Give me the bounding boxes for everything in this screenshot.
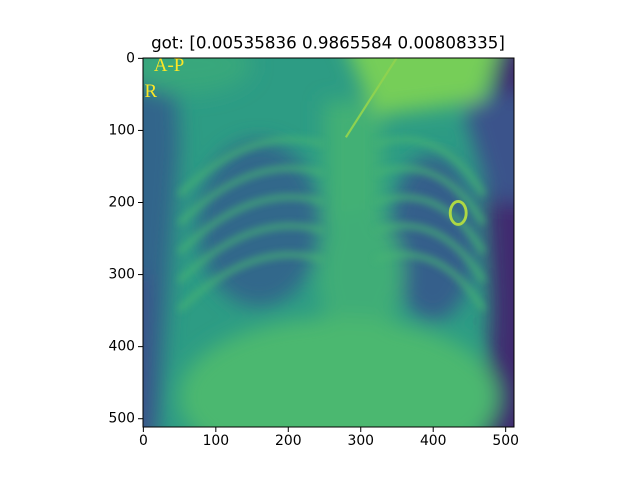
x-tick-label: 200 xyxy=(275,433,302,449)
x-tick-label: 100 xyxy=(203,433,230,449)
image-annotation: A-P xyxy=(154,55,184,76)
xray-image: A-P R xyxy=(143,55,514,427)
rib xyxy=(177,194,325,255)
rib xyxy=(373,136,487,197)
image-annotation: R xyxy=(144,81,157,102)
x-tick-label: 500 xyxy=(492,433,519,449)
y-tick-label: 0 xyxy=(126,50,135,66)
rib xyxy=(177,136,325,197)
right-top xyxy=(461,92,514,203)
ribs xyxy=(177,136,487,313)
right-lung xyxy=(389,155,477,322)
left-edge xyxy=(143,58,180,427)
rib xyxy=(373,223,487,283)
x-tick-label: 0 xyxy=(139,433,148,449)
left-lung xyxy=(197,140,321,307)
y-tick-label: 300 xyxy=(108,267,135,283)
heart xyxy=(316,209,404,340)
rib xyxy=(373,251,487,312)
rib xyxy=(373,194,487,255)
tube xyxy=(344,58,398,138)
rib xyxy=(177,165,325,226)
y-tick-label: 200 xyxy=(108,195,135,211)
shoulder xyxy=(143,58,252,95)
x-tick-label: 300 xyxy=(347,433,374,449)
chart-title: got: [0.00535836 0.9865584 0.00808335] xyxy=(151,33,505,53)
abdomen xyxy=(179,317,499,427)
y-tick-label: 400 xyxy=(108,339,135,355)
left-lower-edge xyxy=(143,274,154,427)
ecg-lead xyxy=(448,199,468,226)
axes-frame xyxy=(142,57,515,428)
rib xyxy=(177,251,325,313)
y-tick-label: 100 xyxy=(108,122,135,138)
rib xyxy=(177,223,325,284)
x-tick-label: 400 xyxy=(420,433,447,449)
y-tick-label: 500 xyxy=(108,411,135,427)
rib xyxy=(373,165,487,226)
